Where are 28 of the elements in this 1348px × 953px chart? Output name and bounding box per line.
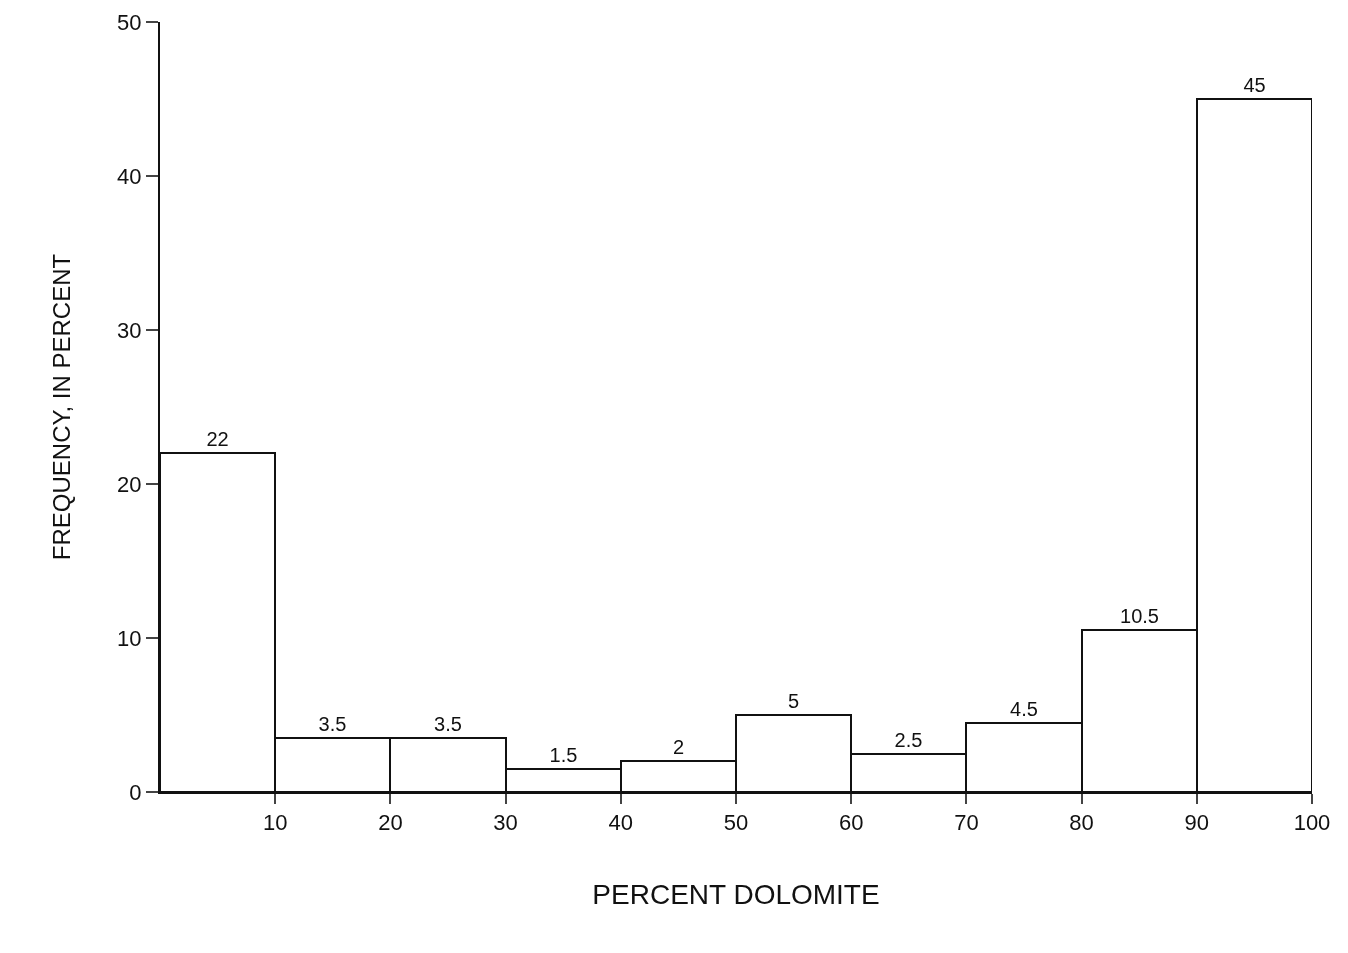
y-tick-label: 0 [129, 779, 142, 805]
x-tick-label: 90 [1184, 810, 1210, 836]
x-tick-label: 50 [723, 810, 749, 836]
data-label: 10.5 [1120, 605, 1159, 627]
data-label: 2 [672, 736, 685, 758]
data-label: 3.5 [318, 713, 347, 735]
data-label: 4.5 [1010, 698, 1038, 720]
y-tick-label: 50 [117, 9, 142, 35]
x-tick-label: 30 [493, 810, 518, 836]
data-label: 22 [206, 428, 229, 450]
data-label: 1.5 [549, 744, 578, 766]
x-tick-label: 60 [838, 810, 864, 836]
x-tick-label: 10 [262, 810, 288, 836]
y-tick-label: 40 [117, 163, 142, 189]
x-tick-label: 70 [954, 810, 979, 836]
x-tick-label: 40 [608, 810, 634, 836]
y-axis-title: FREQUENCY, IN PERCENT [47, 253, 75, 561]
x-axis-title: PERCENT DOLOMITE [592, 879, 880, 910]
x-tick-label: 80 [1069, 810, 1094, 836]
data-label: 2.5 [894, 729, 923, 751]
data-label: 5 [787, 690, 800, 712]
x-tick-label: 100 [1293, 810, 1331, 836]
y-tick-label: 30 [117, 317, 142, 343]
data-label: 3.5 [434, 713, 462, 735]
x-tick-label: 20 [378, 810, 403, 836]
y-tick-label: 10 [117, 625, 142, 651]
data-label: 45 [1243, 74, 1266, 96]
y-tick-label: 20 [117, 471, 142, 497]
